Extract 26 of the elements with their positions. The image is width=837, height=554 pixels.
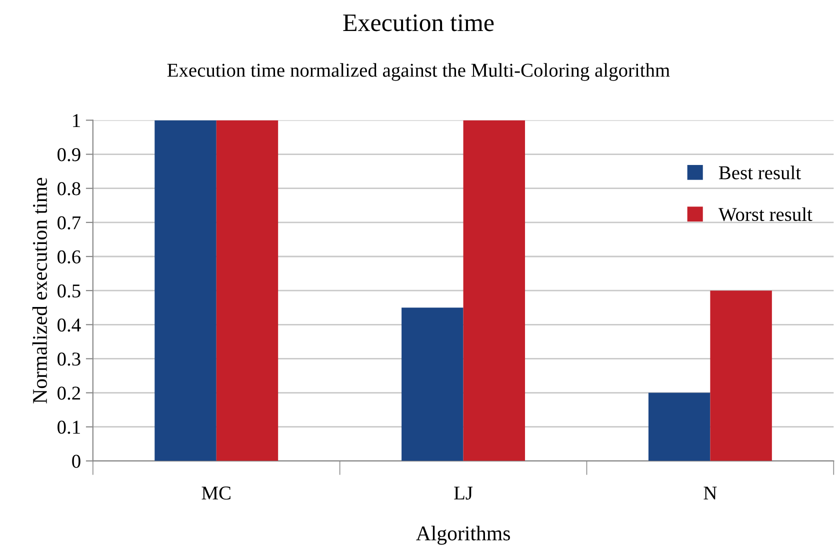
bar [463,120,526,461]
y-tick-label: 0.5 [58,284,80,298]
chart-subtitle: Execution time normalized against the Multi-Coloring algorithm [167,63,670,81]
y-tick-label: 0.2 [58,386,80,400]
y-tick-label: 1 [73,114,80,127]
legend-label: Best result [718,166,801,180]
x-axis-title: Algorithms [416,526,510,545]
y-axis-title: Normalized execution time [32,178,48,404]
y-tick-label: 0.3 [58,352,80,366]
y-tick-label: 0.6 [58,250,81,264]
y-tick-label: 0.7 [58,216,81,230]
y-tick-label: 0.8 [58,182,80,196]
bar [648,392,710,461]
y-tick-label: 0.9 [58,148,80,162]
y-tick-label: 0.4 [58,318,81,332]
y-tick-label: 0 [72,454,80,468]
chart-title: Execution time [343,14,494,32]
y-tick-label: 0.1 [58,420,80,434]
bar [154,120,216,461]
x-tick-label: LJ [454,486,473,500]
x-tick-label: MC [202,486,230,500]
bar [216,120,278,461]
bar [402,308,464,461]
bar [710,290,772,461]
legend-label: Worst result [718,207,812,222]
x-tick-label: N [704,486,717,500]
